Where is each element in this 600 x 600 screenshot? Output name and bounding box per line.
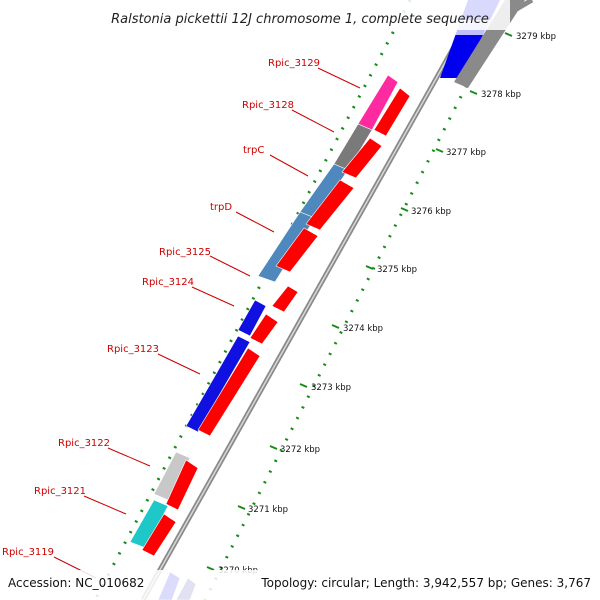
gene-label[interactable]: Rpic_3125 xyxy=(159,247,211,258)
gene-label-leader xyxy=(235,211,275,233)
scale-tick xyxy=(206,566,215,571)
scale-tick-label: 3279 kbp xyxy=(516,32,556,42)
scale-tick xyxy=(435,148,444,153)
gene-label[interactable]: trpC xyxy=(243,145,264,156)
gene-label[interactable]: Rpic_3123 xyxy=(107,344,159,355)
gene-label-group: Rpic_3129 Rpic_3128 trpC trpD Rpic_3125 Rpic_… xyxy=(2,58,361,579)
gene-label[interactable]: Rpic_3129 xyxy=(268,58,320,69)
gene-label-leader xyxy=(317,67,361,89)
gene-label[interactable]: Rpic_3121 xyxy=(34,486,86,497)
scale-tick-label: 3275 kbp xyxy=(377,265,417,275)
gene-label-leader xyxy=(269,154,309,177)
scale-tick xyxy=(469,90,478,95)
forward-cds-arrow[interactable] xyxy=(165,459,199,511)
scale-tick xyxy=(365,265,374,270)
gene-label[interactable]: Rpic_3124 xyxy=(142,277,194,288)
gene-label[interactable]: Rpic_3128 xyxy=(242,100,294,111)
scale-tick-label: 3276 kbp xyxy=(411,207,451,217)
scale-tick-label: 3272 kbp xyxy=(280,445,320,455)
scale-tick xyxy=(504,32,513,37)
scale-tick-label: 3278 kbp xyxy=(481,90,521,100)
gene-label[interactable]: Rpic_3122 xyxy=(58,438,110,449)
map-title: Ralstonia pickettii 12J chromosome 1, co… xyxy=(111,12,489,27)
scale-tick xyxy=(299,383,308,388)
gene-label[interactable]: trpD xyxy=(210,202,232,213)
genome-summary-text: Topology: circular; Length: 3,942,557 bp… xyxy=(260,576,591,590)
scale-tick-label: 3277 kbp xyxy=(446,148,486,158)
outer-dotted-ruler xyxy=(93,0,412,600)
gene-label-leader xyxy=(107,447,151,467)
reverse-gene-block[interactable] xyxy=(237,299,267,337)
scale-tick xyxy=(400,207,409,212)
gene-label-leader xyxy=(209,255,251,277)
accession-text: Accession: NC_010682 xyxy=(8,576,144,590)
scale-tick-label: 3271 kbp xyxy=(248,505,288,515)
forward-cds-arrow[interactable] xyxy=(275,227,319,273)
inner-dotted-ruler xyxy=(203,0,512,600)
forward-strand-genes xyxy=(141,87,411,557)
forward-cds-arrow[interactable] xyxy=(141,513,177,557)
gene-label-leader xyxy=(191,286,235,307)
forward-cds-arrow[interactable] xyxy=(373,87,411,137)
title-backdrop xyxy=(80,0,510,30)
scale-tick xyxy=(237,505,246,510)
forward-cds-arrow[interactable] xyxy=(305,179,355,231)
scale-tick-label: 3274 kbp xyxy=(343,324,383,334)
forward-cds-arrow[interactable] xyxy=(197,347,261,437)
footer-backdrop xyxy=(0,570,600,600)
scale-tick xyxy=(269,445,278,450)
forward-cds-arrow[interactable] xyxy=(249,313,279,345)
gene-label-leader xyxy=(291,109,335,133)
gene-label-leader xyxy=(157,353,201,375)
scale-tick xyxy=(331,324,340,329)
gene-label-leader xyxy=(83,495,127,515)
backbone xyxy=(140,0,534,600)
reverse-gene-block[interactable] xyxy=(257,211,316,283)
reverse-strand-genes xyxy=(129,74,399,600)
scale-tick-label: 3273 kbp xyxy=(311,383,351,393)
reverse-gene-block[interactable] xyxy=(185,335,251,433)
forward-cds-arrow[interactable] xyxy=(271,285,299,313)
gene-label[interactable]: Rpic_3119 xyxy=(2,547,54,558)
forward-cds-arrow[interactable] xyxy=(341,137,383,179)
